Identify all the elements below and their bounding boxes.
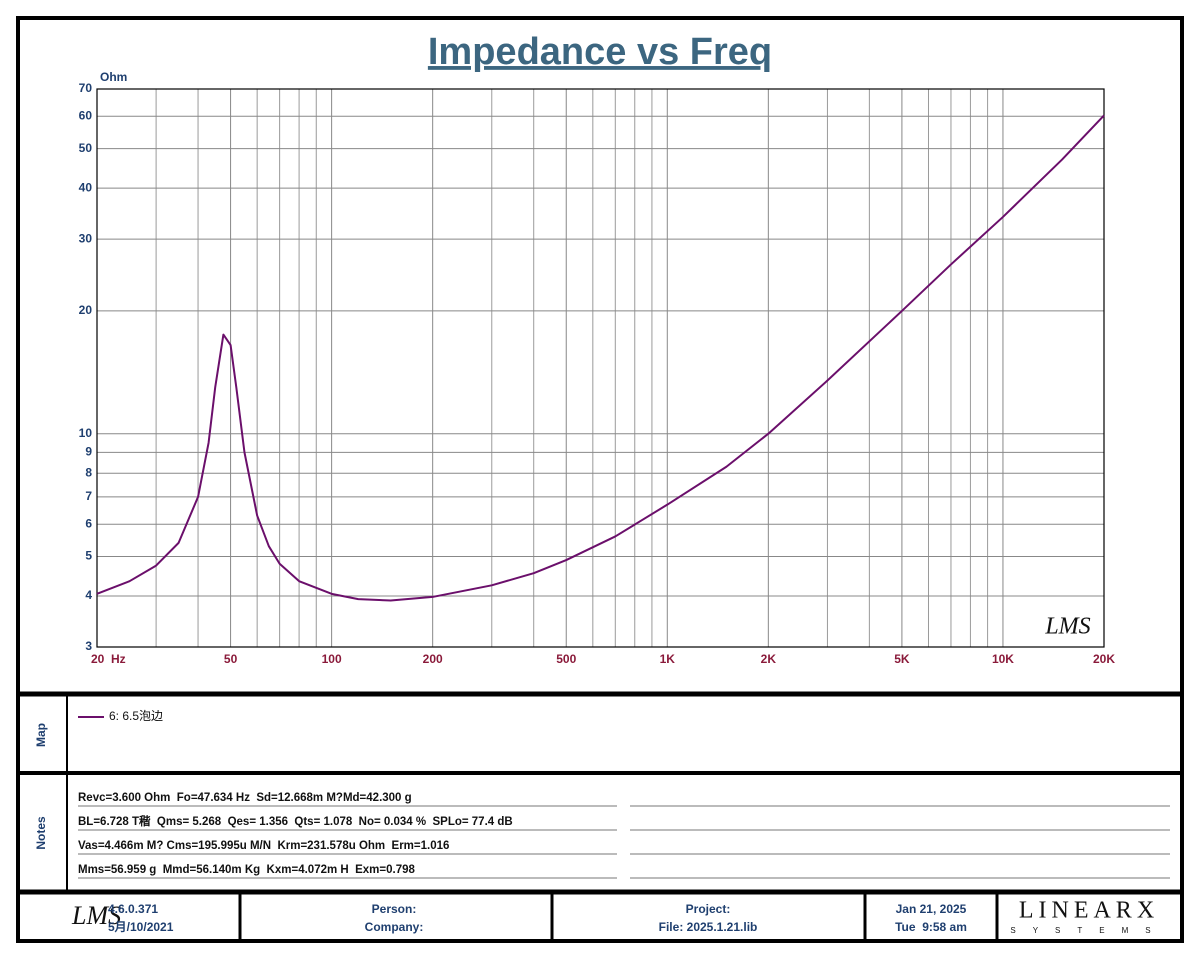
y-tick-label: 5 [85, 549, 92, 563]
frame [16, 16, 1184, 943]
x-tick-label: 200 [423, 652, 443, 666]
y-tick-label: 9 [85, 445, 92, 459]
impedance-curve [96, 114, 1105, 602]
y-tick-label: 60 [79, 108, 93, 122]
notes-label: Notes [34, 816, 48, 850]
x-tick-label: 1K [660, 652, 676, 666]
file: File: 2025.1.21.lib [659, 920, 758, 934]
x-tick-label: 100 [322, 652, 342, 666]
y-tick-label: 4 [85, 588, 92, 602]
map-label: Map [34, 723, 48, 747]
time: Tue 9:58 am [895, 920, 967, 934]
x-tick-label: 5K [894, 652, 910, 666]
brand-sub: SYSTEMS [1010, 926, 1167, 935]
footer-logo: LMS [71, 901, 121, 930]
version: 4.6.0.371 [108, 902, 158, 916]
company: Company: [365, 920, 424, 934]
note-line: BL=6.728 T稭 Qms= 5.268 Qes= 1.356 Qts= 1… [78, 814, 513, 828]
y-tick-label: 70 [79, 81, 93, 95]
build-date: 5月/10/2021 [108, 920, 174, 934]
y-tick-label: 8 [85, 465, 92, 479]
chart-title: Impedance vs Freq [428, 31, 772, 73]
x-tick-label: 20K [1093, 652, 1115, 666]
project: Project: [686, 902, 731, 916]
note-line: Revc=3.600 Ohm Fo=47.634 Hz Sd=12.668m M… [78, 792, 412, 804]
x-tick-label: 2K [761, 652, 777, 666]
watermark: LMS [1044, 614, 1090, 640]
person: Person: [372, 902, 417, 916]
y-axis-label: Ohm [100, 70, 127, 84]
plot-frame [96, 88, 1105, 648]
x-tick-label: 20 Hz [91, 652, 126, 666]
y-tick-label: 40 [79, 180, 93, 194]
note-line: Vas=4.466m M? Cms=195.995u M/N Krm=231.5… [78, 840, 449, 852]
legend-label: 6: 6.5泡边 [109, 709, 163, 723]
y-tick-label: 10 [79, 426, 93, 440]
note-line: Mms=56.959 g Mmd=56.140m Kg Kxm=4.072m H… [78, 864, 415, 876]
y-tick-label: 3 [85, 639, 92, 653]
y-tick-label: 50 [79, 141, 93, 155]
x-tick-label: 10K [992, 652, 1014, 666]
date: Jan 21, 2025 [896, 902, 967, 916]
x-tick-label: 500 [556, 652, 576, 666]
y-tick-label: 6 [85, 516, 92, 530]
y-tick-label: 30 [79, 231, 93, 245]
y-tick-label: 20 [79, 303, 93, 317]
x-tick-label: 50 [224, 652, 238, 666]
y-tick-label: 7 [85, 489, 92, 503]
brand: LINEARX [1019, 898, 1159, 924]
